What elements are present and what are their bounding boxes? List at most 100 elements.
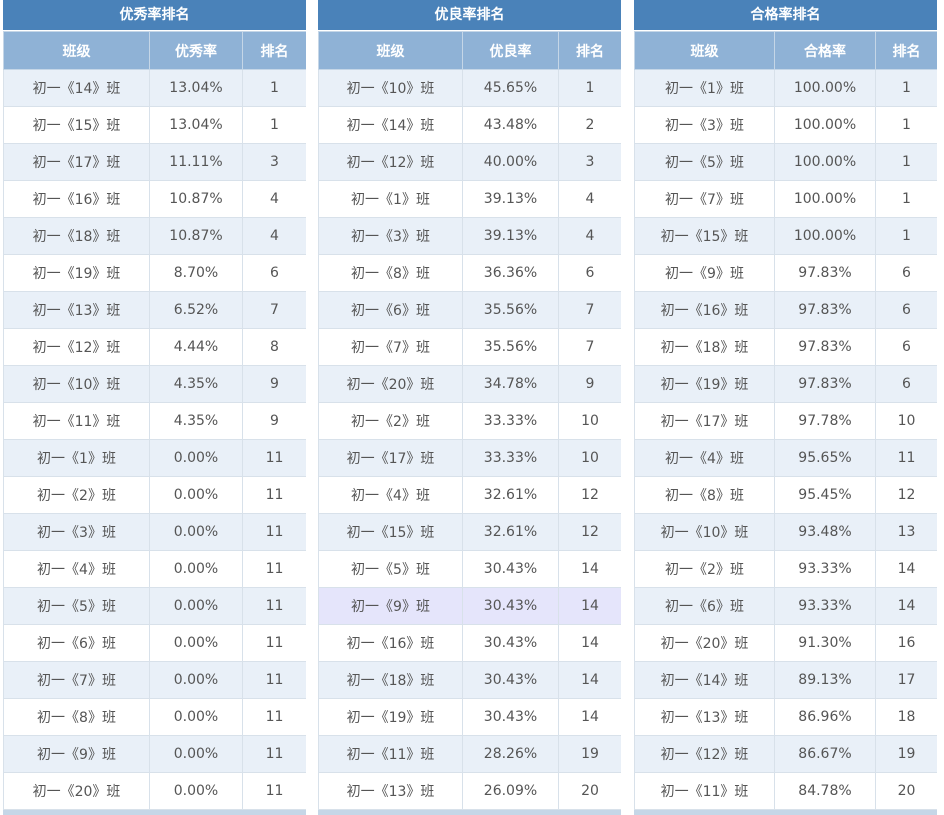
rate-cell: 0.00% [149,550,243,588]
table-row[interactable]: 初一《11》班 4.35% 9 [3,402,306,440]
table-row[interactable]: 初一《8》班 0.00% 11 [3,698,306,736]
column-header-rank[interactable]: 排名 [242,31,306,70]
table-row[interactable]: 初一《9》班 97.83% 6 [634,254,937,292]
rank-cell: 7 [558,328,621,366]
class-name-cell: 初一《8》班 [634,476,775,514]
table-row[interactable]: 初一《15》班 32.61% 12 [318,513,621,551]
table-row[interactable]: 初一《3》班 0.00% 11 [3,513,306,551]
table-row[interactable]: 初一《10》班 4.35% 9 [3,365,306,403]
column-header-class[interactable]: 班级 [634,31,775,70]
table-row[interactable]: 初一《11》班 28.26% 19 [318,735,621,773]
table-row[interactable]: 初一《5》班 0.00% 11 [3,587,306,625]
table-row[interactable]: 初一《4》班 32.61% 12 [318,476,621,514]
rank-cell: 9 [242,365,306,403]
table-row[interactable]: 初一《17》班 97.78% 10 [634,402,937,440]
table-row[interactable]: 初一《1》班 0.00% 11 [3,439,306,477]
table-row[interactable]: 初一《20》班 34.78% 9 [318,365,621,403]
table-row[interactable]: 初一《6》班 35.56% 7 [318,291,621,329]
column-header-class[interactable]: 班级 [3,31,150,70]
column-header-class[interactable]: 班级 [318,31,463,70]
table-row[interactable]: 初一《9》班 0.00% 11 [3,735,306,773]
table-row[interactable]: 初一《1》班 39.13% 4 [318,180,621,218]
table-row[interactable]: 初一《17》班 33.33% 10 [318,439,621,477]
table-row[interactable]: 初一《4》班 0.00% 11 [3,550,306,588]
table-row[interactable]: 初一《5》班 100.00% 1 [634,143,937,181]
table-row[interactable]: 初一《7》班 0.00% 11 [3,661,306,699]
rate-cell: 97.78% [774,402,876,440]
table-row[interactable]: 初一《19》班 8.70% 6 [3,254,306,292]
table-row[interactable]: 初一《14》班 43.48% 2 [318,106,621,144]
table-row[interactable]: 初一《8》班 36.36% 6 [318,254,621,292]
rank-cell: 6 [875,254,937,292]
table-row[interactable]: 初一《2》班 0.00% 11 [3,476,306,514]
class-name-cell: 初一《12》班 [318,143,463,181]
rank-cell: 11 [242,772,306,810]
table-row[interactable]: 初一《16》班 30.43% 14 [318,624,621,662]
table-row[interactable]: 初一《18》班 30.43% 14 [318,661,621,699]
table-row[interactable]: 初一《2》班 93.33% 14 [634,550,937,588]
rate-cell: 93.48% [774,513,876,551]
table-row[interactable]: 初一《15》班 100.00% 1 [634,217,937,255]
table-row[interactable]: 初一《7》班 100.00% 1 [634,180,937,218]
table-row[interactable]: 初一《13》班 26.09% 20 [318,772,621,810]
rate-cell: 84.78% [774,772,876,810]
table-row[interactable]: 初一《16》班 97.83% 6 [634,291,937,329]
table-row[interactable]: 初一《19》班 97.83% 6 [634,365,937,403]
column-header-rank[interactable]: 排名 [558,31,621,70]
rank-cell: 11 [242,698,306,736]
rank-cell: 18 [875,698,937,736]
table-row[interactable]: 初一《9》班 30.43% 14 [318,587,621,625]
table-row[interactable]: 初一《8》班 95.45% 12 [634,476,937,514]
class-name-cell: 初一《16》班 [318,624,463,662]
rank-cell: 11 [242,439,306,477]
rank-cell: 7 [558,291,621,329]
table-row[interactable]: 初一《3》班 39.13% 4 [318,217,621,255]
rate-cell: 26.09% [462,772,559,810]
table-row[interactable]: 初一《10》班 93.48% 13 [634,513,937,551]
table-row[interactable]: 初一《3》班 100.00% 1 [634,106,937,144]
table-row[interactable]: 初一《16》班 10.87% 4 [3,180,306,218]
table-row[interactable]: 初一《15》班 13.04% 1 [3,106,306,144]
class-name-cell: 初一《6》班 [3,624,150,662]
table-row[interactable]: 初一《5》班 30.43% 14 [318,550,621,588]
column-header-rank[interactable]: 排名 [875,31,937,70]
rank-cell: 9 [242,402,306,440]
class-name-cell: 初一《13》班 [3,291,150,329]
table-row[interactable]: 初一《4》班 95.65% 11 [634,439,937,477]
rate-cell: 32.61% [462,476,559,514]
rate-cell: 4.44% [149,328,243,366]
table-row[interactable]: 初一《13》班 6.52% 7 [3,291,306,329]
rate-cell: 95.45% [774,476,876,514]
table-row[interactable]: 初一《14》班 13.04% 1 [3,69,306,107]
table-row[interactable]: 初一《7》班 35.56% 7 [318,328,621,366]
table-row[interactable]: 初一《14》班 89.13% 17 [634,661,937,699]
class-name-cell: 初一《2》班 [318,402,463,440]
table-row[interactable]: 初一《20》班 91.30% 16 [634,624,937,662]
rate-cell: 100.00% [774,143,876,181]
table-row[interactable]: 初一《6》班 93.33% 14 [634,587,937,625]
table-row[interactable]: 初一《11》班 84.78% 20 [634,772,937,810]
table-row[interactable]: 初一《6》班 0.00% 11 [3,624,306,662]
column-header-rate[interactable]: 优秀率 [149,31,243,70]
table-row[interactable]: 初一《19》班 30.43% 14 [318,698,621,736]
table-row[interactable]: 初一《12》班 40.00% 3 [318,143,621,181]
column-header-rate[interactable]: 合格率 [774,31,876,70]
class-name-cell: 初一《4》班 [634,439,775,477]
table-row[interactable]: 初一《10》班 45.65% 1 [318,69,621,107]
table-row[interactable]: 初一《13》班 86.96% 18 [634,698,937,736]
rate-cell: 97.83% [774,254,876,292]
column-header-rate[interactable]: 优良率 [462,31,559,70]
table-row[interactable]: 初一《20》班 0.00% 11 [3,772,306,810]
rank-cell: 3 [242,143,306,181]
table-row[interactable]: 初一《1》班 100.00% 1 [634,69,937,107]
table-row[interactable]: 初一《12》班 86.67% 19 [634,735,937,773]
class-name-cell: 初一《16》班 [634,291,775,329]
table-row[interactable]: 初一《2》班 33.33% 10 [318,402,621,440]
rate-cell: 35.56% [462,291,559,329]
table-row[interactable]: 初一《18》班 97.83% 6 [634,328,937,366]
table-row[interactable]: 初一《17》班 11.11% 3 [3,143,306,181]
class-name-cell: 初一《15》班 [318,513,463,551]
table-row[interactable]: 初一《18》班 10.87% 4 [3,217,306,255]
table-row[interactable]: 初一《12》班 4.44% 8 [3,328,306,366]
rank-cell: 10 [875,402,937,440]
